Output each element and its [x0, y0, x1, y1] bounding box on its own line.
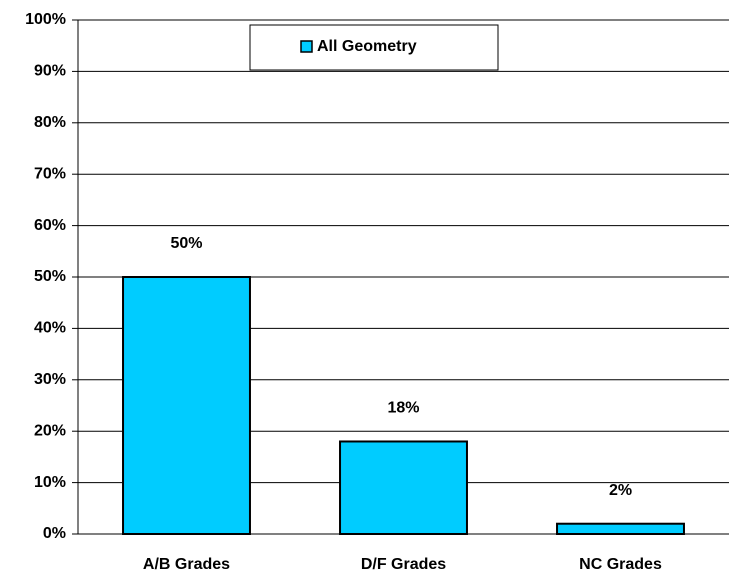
y-tick-label: 0% [43, 525, 66, 542]
legend-swatch [300, 40, 313, 53]
bar [556, 522, 685, 535]
y-tick-label: 50% [34, 268, 66, 285]
data-label: 50% [170, 235, 202, 252]
y-tick-label: 60% [34, 217, 66, 234]
bar [339, 440, 468, 536]
legend-box [249, 24, 499, 71]
data-label: 2% [609, 482, 632, 499]
bar [122, 276, 251, 535]
y-tick-label: 30% [34, 371, 66, 388]
y-tick-label: 40% [34, 320, 66, 337]
y-tick-label: 100% [25, 11, 66, 28]
y-tick-label: 80% [34, 114, 66, 131]
data-label: 18% [387, 400, 419, 417]
y-tick-label: 70% [34, 165, 66, 182]
legend-label: All Geometry [317, 38, 417, 55]
x-tick-label: A/B Grades [143, 556, 230, 573]
y-tick-label: 10% [34, 474, 66, 491]
y-tick-label: 20% [34, 422, 66, 439]
y-tick-label: 90% [34, 63, 66, 80]
x-tick-label: D/F Grades [361, 556, 446, 573]
x-tick-label: NC Grades [579, 556, 662, 573]
